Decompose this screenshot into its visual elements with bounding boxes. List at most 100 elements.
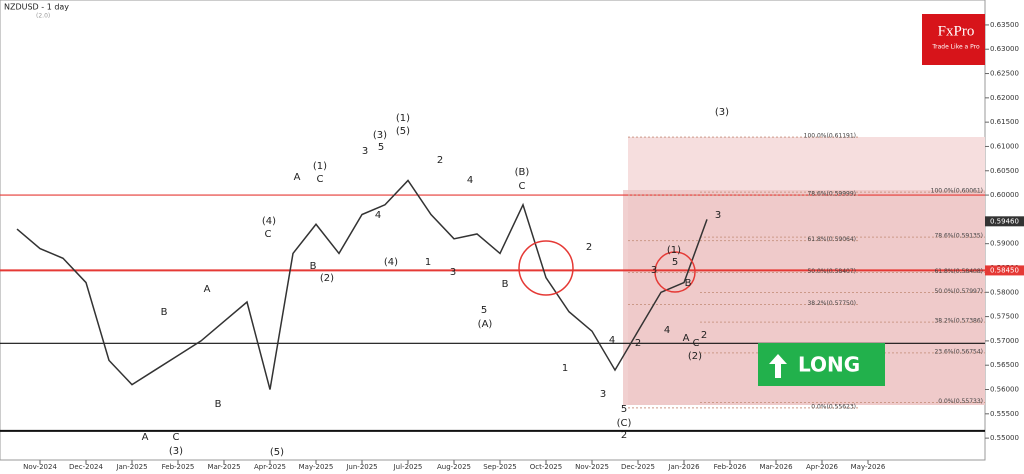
x-tick-label: Dec-2025 [621,463,655,471]
logo [922,14,985,65]
y-tick-label: 0.58000 [990,288,1019,296]
x-tick-label: Jan-2025 [115,463,147,471]
wave-label: A [142,432,149,443]
wave-label: (3) [715,107,729,118]
price-tag-bg [985,216,1024,227]
wave-label: A [204,284,211,295]
x-tick-label: Nov-2024 [23,463,57,471]
x-tick-label: Mar-2026 [759,463,793,471]
fib-label: 61.8%(0.58408) [934,268,983,275]
price-tag: 0.59460 [990,217,1019,225]
chart-title: NZDUSD - 1 day [4,3,69,12]
wave-label: (A) [478,319,493,330]
wave-label: (C) [617,418,632,429]
wave-label: (1) [313,161,327,172]
wave-label: 4 [375,210,381,221]
wave-label: (5) [396,126,410,137]
x-tick-label: Apr-2026 [806,463,839,471]
y-tick-label: 0.61500 [990,118,1019,126]
y-tick-label: 0.56500 [990,361,1019,369]
wave-label: 3 [651,265,657,276]
wave-label: 2 [621,430,627,441]
fib-label: 100.0%(0.60061) [931,188,983,195]
wave-label: (3) [169,446,183,457]
wave-label: 5 [621,404,627,415]
wave-label: 2 [635,338,641,349]
wave-label: C [519,181,526,192]
wave-label: 4 [609,335,615,346]
wave-label: 3 [362,146,368,157]
price-line [16,179,708,390]
x-tick-label: Jan-2026 [667,463,700,471]
wave-label: B [310,261,317,272]
price-tag-bg [985,265,1024,276]
y-tick-label: 0.55500 [990,410,1019,418]
wave-label: 4 [467,175,473,186]
x-tick-label: Feb-2026 [714,463,747,471]
wave-label: 3 [715,210,721,221]
wave-label: B [685,278,692,289]
x-tick-label: Sep-2025 [483,463,517,471]
y-tick-label: 0.62500 [990,70,1019,78]
highlight-circle [518,240,574,296]
chart-subtitle: (2.0) [36,13,50,20]
x-tick-label: Apr-2025 [254,463,286,471]
fib-label: 0.0%(0.55733) [938,398,983,405]
wave-label: (4) [262,216,276,227]
price-tag: 0.58450 [990,266,1019,274]
wave-label: C [317,174,324,185]
x-tick-label: Oct-2025 [530,463,562,471]
wave-label: (5) [270,447,284,458]
y-tick-label: 0.60000 [990,191,1019,199]
x-tick-label: Feb-2025 [162,463,195,471]
wave-label: B [502,279,509,290]
fib-label: 78.6%(0.59135) [934,233,983,240]
fib-label: 38.2%(0.57386) [934,318,983,325]
wave-label: (2) [320,273,334,284]
x-tick-label: May-2026 [851,463,886,471]
wave-label: 5 [378,142,384,153]
wave-label: A [683,333,690,344]
signal-arrow [769,354,787,378]
fib-label: 100.0%(0.61191) [804,133,856,140]
wave-label: 2 [437,155,443,166]
fib-label: 50.0%(0.58407) [807,268,856,275]
wave-label: 4 [664,325,670,336]
wave-label: 3 [600,389,606,400]
signal-text: LONG [798,353,860,377]
wave-label: A [294,172,301,183]
wave-label: (1) [396,113,410,124]
fib-label: 0.0%(0.55623) [811,403,856,410]
y-tick-label: 0.57500 [990,313,1019,321]
x-tick-label: Jun-2025 [345,463,377,471]
x-tick-label: May-2025 [299,463,334,471]
logo-brand: FxPro [938,23,975,39]
wave-label: 5 [672,257,678,268]
wave-label: C [693,338,700,349]
x-tick-label: Jul-2025 [393,463,423,471]
wave-label: 2 [701,330,707,341]
wave-label: C [173,432,180,443]
wave-label: (3) [373,130,387,141]
wave-label: (4) [384,257,398,268]
y-tick-label: 0.55000 [990,434,1019,442]
fib-label: 50.0%(0.57997) [934,288,983,295]
fib-label: 78.6%(0.59999) [807,191,856,198]
wave-label: B [215,399,222,410]
y-tick-label: 0.63500 [990,21,1019,29]
y-tick-label: 0.57000 [990,337,1019,345]
wave-label: 2 [586,242,592,253]
wave-label: (2) [688,351,702,362]
wave-label: 5 [481,305,487,316]
wave-label: B [161,307,168,318]
wave-label: 3 [450,267,456,278]
y-tick-label: 0.56000 [990,386,1019,394]
wave-label: (1) [667,245,681,256]
x-tick-label: Aug-2025 [437,463,471,471]
wave-label: C [265,229,272,240]
x-tick-label: Nov-2025 [575,463,609,471]
wave-label: 1 [562,363,568,374]
x-tick-label: Dec-2024 [69,463,103,471]
y-tick-label: 0.62000 [990,94,1019,102]
